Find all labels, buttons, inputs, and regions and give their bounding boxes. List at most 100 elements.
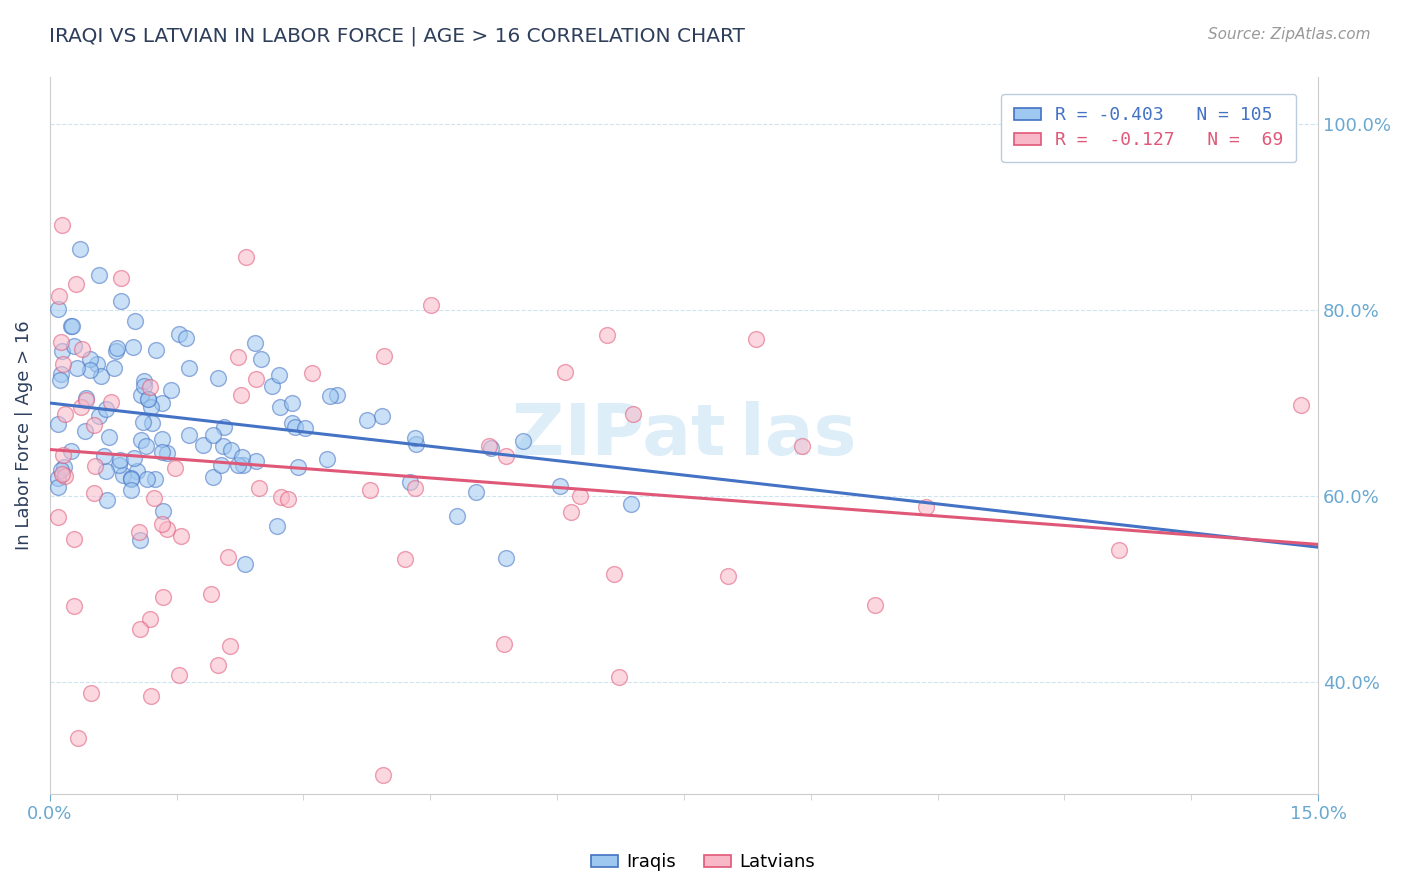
Point xyxy=(94,464,117,478)
Point xyxy=(131,387,153,401)
Point xyxy=(90,369,112,384)
Point xyxy=(373,768,395,782)
Point xyxy=(143,472,166,486)
Point xyxy=(281,417,304,431)
Point xyxy=(495,551,517,566)
Point xyxy=(141,416,163,430)
Point xyxy=(284,420,307,434)
Point xyxy=(152,591,174,605)
Point xyxy=(60,444,83,458)
Point xyxy=(179,428,201,442)
Point xyxy=(120,483,142,497)
Point xyxy=(245,372,267,386)
Point xyxy=(464,485,486,500)
Point xyxy=(49,334,72,349)
Text: Source: ZipAtlas.com: Source: ZipAtlas.com xyxy=(1208,27,1371,42)
Point xyxy=(138,392,160,406)
Point xyxy=(139,380,162,394)
Point xyxy=(52,448,75,462)
Point xyxy=(124,314,146,328)
Point xyxy=(83,486,105,500)
Legend: Iraqis, Latvians: Iraqis, Latvians xyxy=(583,847,823,879)
Point xyxy=(569,489,592,503)
Point xyxy=(96,492,118,507)
Point xyxy=(108,453,131,467)
Point xyxy=(602,566,624,581)
Point xyxy=(129,533,152,548)
Point xyxy=(214,420,236,434)
Point xyxy=(52,358,75,372)
Point xyxy=(200,587,222,601)
Point xyxy=(219,442,242,457)
Point xyxy=(53,469,76,483)
Point xyxy=(250,352,273,367)
Point xyxy=(84,459,107,474)
Point xyxy=(717,569,740,583)
Point xyxy=(46,480,69,494)
Point xyxy=(53,460,76,475)
Point xyxy=(915,500,938,514)
Point xyxy=(420,298,443,312)
Point xyxy=(245,336,267,351)
Point xyxy=(359,483,381,498)
Point xyxy=(145,343,167,357)
Point xyxy=(1108,543,1130,558)
Point xyxy=(139,689,162,703)
Point xyxy=(73,424,96,438)
Text: IRAQI VS LATVIAN IN LABOR FORCE | AGE > 16 CORRELATION CHART: IRAQI VS LATVIAN IN LABOR FORCE | AGE > … xyxy=(49,27,745,46)
Point xyxy=(267,368,290,382)
Point xyxy=(176,331,198,345)
Point xyxy=(209,458,232,472)
Point xyxy=(128,525,150,540)
Point xyxy=(619,497,641,511)
Point xyxy=(512,434,534,448)
Point xyxy=(128,622,150,636)
Point xyxy=(135,439,157,453)
Point xyxy=(124,450,146,465)
Point xyxy=(159,383,181,397)
Point xyxy=(51,344,73,359)
Point xyxy=(156,523,179,537)
Point xyxy=(49,368,72,382)
Point xyxy=(294,421,316,435)
Point xyxy=(548,479,571,493)
Point xyxy=(247,482,270,496)
Point xyxy=(270,491,292,505)
Point xyxy=(104,344,127,359)
Point xyxy=(191,438,214,452)
Point xyxy=(495,449,517,463)
Point xyxy=(865,598,887,612)
Point xyxy=(79,351,101,366)
Point xyxy=(46,509,69,524)
Point xyxy=(156,446,179,460)
Point xyxy=(132,378,155,392)
Point xyxy=(394,552,416,566)
Point xyxy=(226,458,249,472)
Point xyxy=(53,407,76,421)
Point xyxy=(232,458,254,472)
Point xyxy=(319,388,342,402)
Point xyxy=(75,391,97,405)
Point xyxy=(478,439,501,453)
Point xyxy=(139,612,162,626)
Point xyxy=(269,400,291,414)
Point xyxy=(110,294,132,309)
Point xyxy=(233,557,256,571)
Point xyxy=(110,270,132,285)
Point xyxy=(287,460,309,475)
Point xyxy=(150,433,173,447)
Point xyxy=(245,453,267,467)
Point xyxy=(136,472,159,486)
Point xyxy=(596,327,619,342)
Point xyxy=(217,550,239,565)
Point xyxy=(51,467,73,482)
Point xyxy=(49,463,72,477)
Point xyxy=(139,401,162,415)
Point xyxy=(94,402,117,417)
Point xyxy=(152,396,174,410)
Text: ZIPat las: ZIPat las xyxy=(512,401,856,470)
Point xyxy=(226,350,249,364)
Point xyxy=(46,417,69,431)
Point xyxy=(134,374,156,388)
Point xyxy=(86,357,108,371)
